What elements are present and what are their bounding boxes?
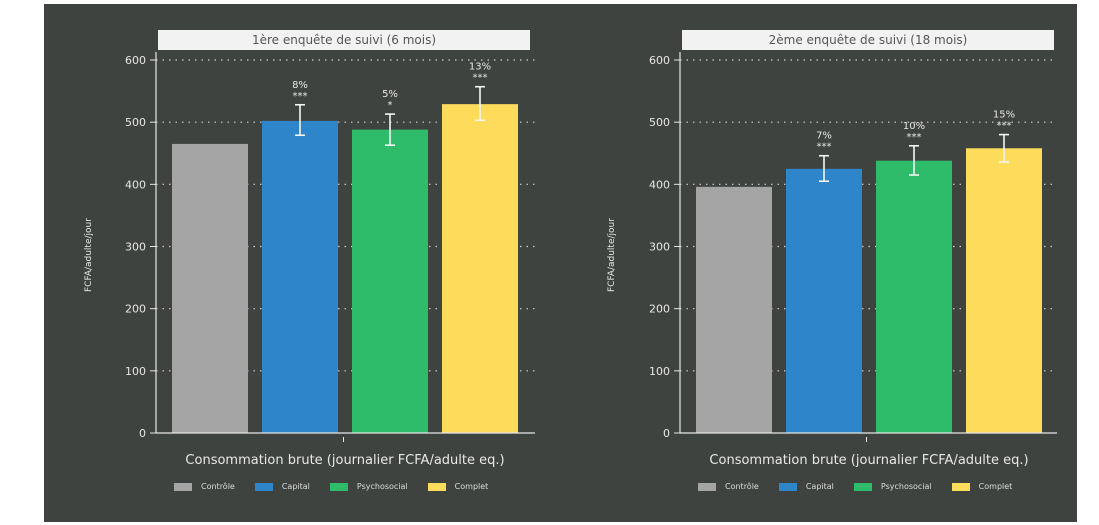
panel-2-y-axis-label: FCFA/adulte/jour [607, 218, 617, 292]
annotation-percent: 15% [993, 110, 1015, 121]
legend-label-capital: Capital [805, 482, 834, 491]
y-tick-label: 100 [125, 365, 146, 378]
legend-item-controle: Contrôle [174, 482, 235, 491]
y-tick-label: 0 [663, 427, 670, 440]
annotation-significance: *** [817, 142, 832, 153]
y-tick-label: 200 [649, 303, 670, 316]
y-tick-label: 600 [125, 54, 146, 67]
legend-swatch-capital [254, 482, 273, 491]
annotation-significance: *** [907, 132, 922, 143]
legend-item-controle: Contrôle [698, 482, 759, 491]
y-tick-label: 600 [649, 54, 670, 67]
annotation-significance: *** [473, 73, 488, 84]
annotation-percent: 10% [903, 121, 925, 132]
legend-swatch-complet [427, 482, 446, 491]
legend-label-psychosocial: Psychosocial [356, 482, 408, 491]
panel-2-legend: Contrôle Capital Psychosocial Complet [698, 482, 1032, 491]
annotation-percent: 13% [469, 62, 491, 73]
bar-contrle [696, 186, 772, 433]
annotation-percent: 8% [292, 80, 308, 91]
bar-capital [262, 120, 338, 433]
y-tick-label: 400 [125, 178, 146, 191]
bar-complet [966, 148, 1042, 433]
y-tick-label: 500 [649, 116, 670, 129]
y-tick-label: 400 [649, 178, 670, 191]
legend-item-psychosocial: Psychosocial [853, 482, 932, 491]
panel-2-title: 2ème enquête de suivi (18 mois) [682, 30, 1054, 50]
legend-label-complet: Complet [978, 482, 1013, 491]
bar-psychosocial [876, 160, 952, 433]
legend-swatch-complet [951, 482, 970, 491]
panel-1-y-axis-label: FCFA/adulte/jour [84, 218, 94, 292]
bar-capital [786, 168, 862, 433]
annotation-percent: 5% [382, 89, 398, 100]
legend-label-complet: Complet [454, 482, 489, 491]
bar-complet [442, 104, 518, 433]
annotation-significance: *** [293, 91, 308, 102]
legend-swatch-psychosocial [329, 482, 348, 491]
y-tick-label: 500 [125, 116, 146, 129]
legend-swatch-psychosocial [853, 482, 872, 491]
legend-item-capital: Capital [778, 482, 834, 491]
legend-swatch-capital [778, 482, 797, 491]
y-tick-label: 300 [649, 241, 670, 254]
panel-1-x-axis-label: Consommation brute (journalier FCFA/adul… [185, 453, 505, 468]
y-tick-label: 200 [125, 303, 146, 316]
y-tick-label: 100 [649, 365, 670, 378]
legend-item-capital: Capital [254, 482, 310, 491]
panel-1-title: 1ère enquête de suivi (6 mois) [158, 30, 530, 50]
legend-swatch-controle [174, 482, 192, 491]
legend-label-controle: Contrôle [725, 482, 759, 491]
legend-label-psychosocial: Psychosocial [880, 482, 932, 491]
legend-swatch-controle [698, 482, 716, 491]
legend-label-capital: Capital [281, 482, 310, 491]
panel-1-legend: Contrôle Capital Psychosocial Complet [174, 482, 508, 491]
annotation-significance: * [388, 100, 393, 111]
bar-contrle [172, 143, 248, 434]
y-tick-label: 0 [139, 427, 146, 440]
legend-label-controle: Contrôle [201, 482, 235, 491]
annotation-percent: 7% [816, 131, 832, 142]
legend-item-complet: Complet [427, 482, 489, 491]
bar-psychosocial [352, 129, 428, 434]
annotation-significance: *** [997, 121, 1012, 132]
legend-item-complet: Complet [951, 482, 1013, 491]
y-tick-label: 300 [125, 241, 146, 254]
legend-item-psychosocial: Psychosocial [329, 482, 408, 491]
panel-2-x-axis-label: Consommation brute (journalier FCFA/adul… [709, 453, 1029, 468]
